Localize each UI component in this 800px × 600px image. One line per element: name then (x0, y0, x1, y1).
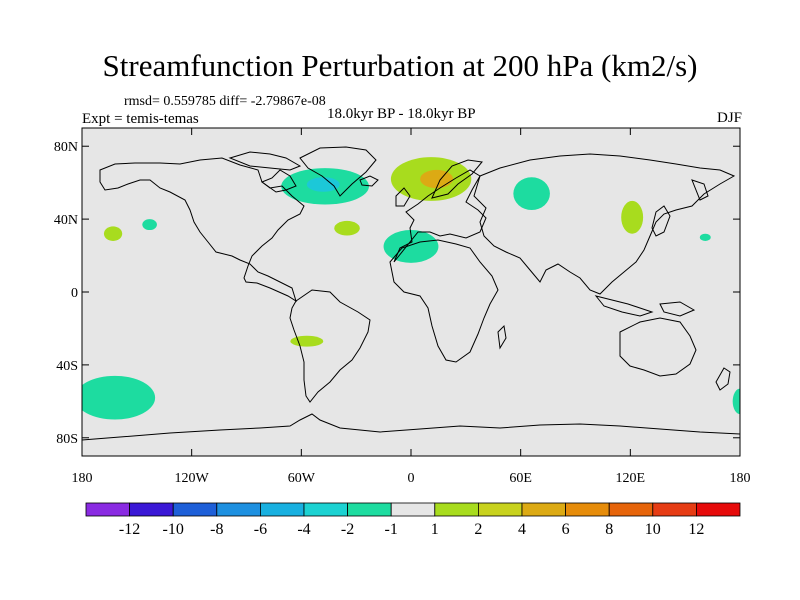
lat-tick-label: 0 (71, 286, 78, 301)
colorbar-label: 6 (562, 521, 570, 538)
coast-new-guinea (659, 301, 696, 317)
colorbar-box (259, 502, 305, 517)
anomaly-region-2 (513, 177, 550, 211)
colorbar-box (129, 502, 174, 517)
anomaly-region-3 (621, 200, 644, 234)
colorbar-label: 10 (645, 521, 661, 538)
coast-north-america (99, 157, 305, 303)
coastlines (82, 146, 740, 441)
axis-ticks: 180 120W 60W 0 60E 120E 180 80N 40N 0 40S 80S (54, 128, 751, 486)
anomaly-region-4 (334, 220, 360, 236)
colorbar-box (477, 502, 523, 517)
coast-arctic-islands (228, 151, 302, 171)
coast-japan (651, 205, 671, 237)
anomaly-region-7 (103, 226, 123, 241)
coast-british-isles (395, 187, 411, 207)
colorbar-label: 1 (431, 521, 439, 538)
coast-scandinavia (431, 159, 483, 199)
coast-new-zealand (715, 367, 731, 391)
anomaly-region-6 (142, 219, 157, 231)
colorbar-label: -1 (385, 521, 398, 538)
coast-kamchatka (691, 179, 709, 201)
lat-tick-label: 80S (56, 432, 78, 447)
lat-tick-label: 40S (56, 359, 78, 374)
lon-tick-label: 60E (509, 471, 532, 486)
colorbar-label: 8 (605, 521, 613, 538)
colorbar-box (303, 502, 348, 517)
colorbar-label: 12 (688, 521, 704, 538)
colorbar-label: -4 (297, 521, 310, 538)
coast-south-america (289, 289, 371, 403)
anomaly-region-10 (82, 375, 156, 420)
colorbar-label: -6 (254, 521, 267, 538)
colorbar: -12 -10 -8 -6 -4 -2 -1 1 2 4 6 8 10 12 (85, 502, 741, 538)
colorbar-label: 4 (518, 521, 526, 538)
lat-tick-label: 40N (54, 213, 78, 228)
anomaly-layer (82, 157, 740, 420)
colorbar-box (608, 502, 654, 517)
lon-tick-label: 120W (175, 471, 210, 486)
coast-greenland (299, 146, 377, 197)
colorbar-box (347, 502, 392, 517)
coast-antarctica (82, 413, 740, 441)
stats-label: rmsd= 0.559785 diff= -2.79867e-08 (124, 94, 326, 109)
coast-indonesia (594, 295, 654, 317)
colorbar-label: -2 (341, 521, 354, 538)
lat-tick-label: 80N (54, 140, 78, 155)
colorbar-box (696, 502, 741, 517)
anomaly-core-1 (420, 169, 454, 189)
lon-tick-label: 0 (408, 471, 415, 486)
anomaly-core-0 (306, 177, 340, 192)
colorbar-box (434, 502, 479, 517)
coast-iceland (359, 175, 379, 187)
anomaly-region-9 (290, 335, 324, 347)
coast-asia (473, 153, 736, 295)
colorbar-label: -8 (210, 521, 223, 538)
map-title: Streamfunction Perturbation at 200 hPa (… (102, 48, 698, 83)
anomaly-region-11 (732, 388, 740, 415)
anomaly-region-8 (699, 233, 711, 241)
season-label: DJF (716, 110, 742, 126)
colorbar-box (172, 502, 218, 517)
colorbar-box (85, 502, 130, 517)
colorbar-box (390, 502, 436, 517)
coast-hudson-bay (260, 169, 297, 193)
experiment-label: Expt = temis-temas (82, 111, 199, 127)
coast-africa (389, 239, 499, 363)
lon-tick-label: 180 (730, 471, 751, 486)
colorbar-label: 2 (474, 521, 482, 538)
colorbar-label: -10 (163, 521, 184, 538)
colorbar-box (216, 502, 261, 517)
lon-tick-label: 60W (288, 471, 316, 486)
colorbar-box (652, 502, 697, 517)
coast-madagascar (497, 324, 507, 350)
period-label: 18.0kyr BP - 18.0kyr BP (327, 106, 476, 122)
lon-tick-label: 120E (616, 471, 646, 486)
lon-tick-label: 180 (72, 471, 93, 486)
colorbar-box (521, 502, 566, 517)
colorbar-box (565, 502, 610, 517)
coast-australia (619, 317, 697, 377)
colorbar-label: -12 (119, 521, 140, 538)
